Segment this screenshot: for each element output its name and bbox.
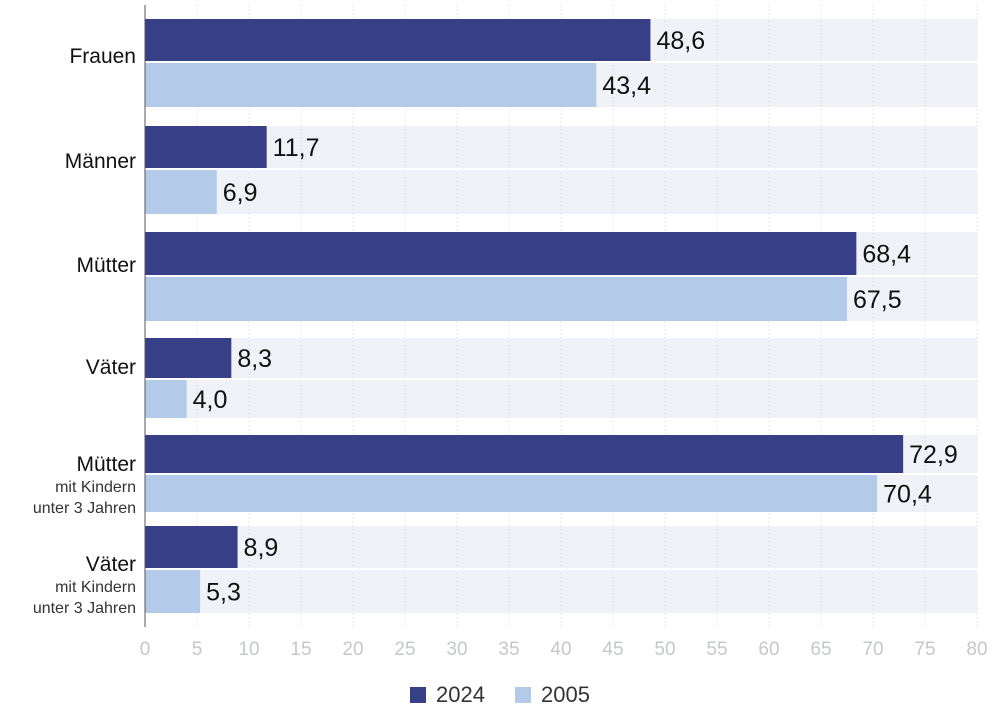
category-label: Mütter mit Kindern unter 3 Jahren: [33, 453, 136, 519]
category-label: Männer: [65, 150, 136, 174]
x-tick-label: 40: [550, 639, 571, 660]
legend-label-2024: 2024: [436, 682, 485, 707]
x-tick-label: 80: [966, 639, 987, 660]
value-label-2005: 6,9: [223, 179, 258, 207]
category-sub-label: mit Kindern: [55, 479, 136, 496]
x-tick-label: 35: [498, 639, 519, 660]
bar-2005: [145, 380, 187, 418]
category-main-label: Väter: [85, 356, 136, 379]
category-label: Frauen: [69, 45, 136, 69]
bar-2024: [145, 126, 267, 168]
x-tick-label: 60: [758, 639, 779, 660]
bar-2005: [145, 63, 597, 107]
x-tick-label: 55: [706, 639, 727, 660]
legend-swatch-2024: [410, 687, 427, 703]
bar-2005: [145, 475, 878, 512]
value-label-2005: 43,4: [602, 72, 651, 100]
value-label-2005: 70,4: [883, 481, 932, 509]
bar-2024: [145, 19, 651, 61]
value-label-2024: 8,9: [244, 534, 279, 562]
x-tick-label: 50: [654, 639, 675, 660]
bar-2005: [145, 170, 217, 214]
bar-2024: [145, 232, 857, 275]
value-label-2005: 67,5: [853, 286, 902, 314]
category-main-label: Frauen: [69, 45, 136, 68]
category-main-label: Mütter: [76, 254, 136, 277]
x-tick-label: 15: [290, 639, 311, 660]
x-tick-label: 5: [192, 639, 203, 660]
value-label-2005: 5,3: [206, 579, 241, 607]
bar-2024: [145, 435, 904, 473]
legend: 2024 2005: [0, 682, 1000, 708]
bar-2024: [145, 526, 238, 568]
x-tick-label: 65: [810, 639, 831, 660]
legend-label-2005: 2005: [541, 682, 590, 707]
x-tick-label: 0: [140, 639, 151, 660]
legend-item-2005[interactable]: 2005: [515, 682, 590, 708]
legend-item-2024[interactable]: 2024: [410, 682, 485, 708]
x-tick-label: 75: [914, 639, 935, 660]
value-label-2024: 48,6: [656, 27, 705, 55]
legend-swatch-2005: [515, 687, 531, 703]
category-sub-label: mit Kindern: [55, 579, 136, 596]
category-sub-label: unter 3 Jahren: [32, 600, 136, 617]
x-tick-label: 10: [238, 639, 259, 660]
bar-2005: [145, 570, 201, 613]
category-sub-label: unter 3 Jahren: [32, 500, 136, 517]
x-tick-label: 45: [602, 639, 623, 660]
category-label: Väter: [86, 356, 136, 380]
value-label-2024: 72,9: [909, 441, 958, 469]
value-label-2024: 68,4: [862, 241, 911, 269]
value-label-2024: 11,7: [273, 134, 320, 162]
category-main-label: Männer: [64, 150, 136, 173]
category-main-label: Väter: [85, 553, 136, 576]
x-tick-label: 30: [446, 639, 467, 660]
x-tick-label: 20: [342, 639, 363, 660]
bar-2005: [145, 277, 847, 321]
bar-2024: [145, 338, 232, 378]
x-tick-label: 70: [862, 639, 883, 660]
category-label: Väter mit Kindern unter 3 Jahren: [33, 553, 136, 619]
x-tick-label: 25: [394, 639, 415, 660]
value-label-2005: 4,0: [193, 386, 228, 414]
value-label-2024: 8,3: [237, 345, 272, 373]
category-label: Mütter: [76, 254, 136, 278]
category-main-label: Mütter: [76, 453, 136, 476]
